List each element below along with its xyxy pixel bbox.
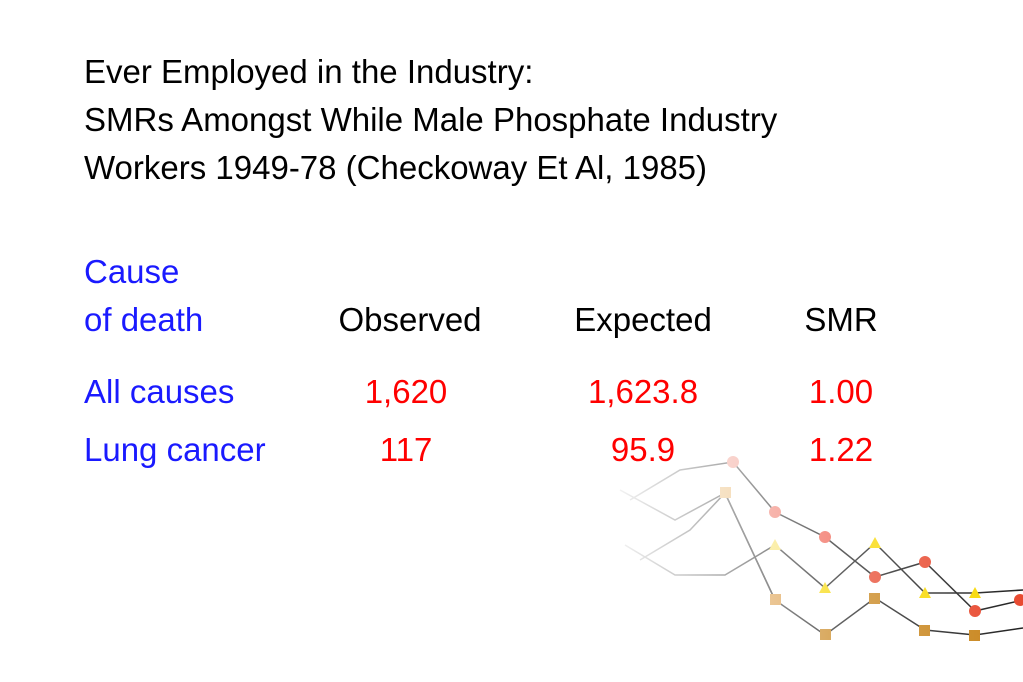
column-header: of death bbox=[84, 301, 204, 338]
table-cell: 95.9 bbox=[610, 431, 676, 468]
table-cell: 1.00 bbox=[808, 373, 874, 410]
table-cell: 117 bbox=[379, 431, 433, 468]
row-label: All causes bbox=[84, 373, 235, 410]
title-line: SMRs Amongst While Male Phosphate Indust… bbox=[84, 101, 778, 138]
title-line: Workers 1949-78 (Checkoway Et Al, 1985) bbox=[84, 149, 708, 186]
column-header: Cause bbox=[84, 253, 180, 290]
title-line: Ever Employed in the Industry: bbox=[84, 53, 534, 90]
column-header: Observed bbox=[338, 301, 482, 338]
column-header: SMR bbox=[804, 301, 878, 338]
table-cell: 1.22 bbox=[808, 431, 874, 468]
row-label: Lung cancer bbox=[84, 431, 266, 468]
column-header: Expected bbox=[574, 301, 712, 338]
table-cell: 1,620 bbox=[364, 373, 448, 410]
decoration-fade bbox=[600, 440, 1023, 682]
table-cell: 1,623.8 bbox=[587, 373, 699, 410]
